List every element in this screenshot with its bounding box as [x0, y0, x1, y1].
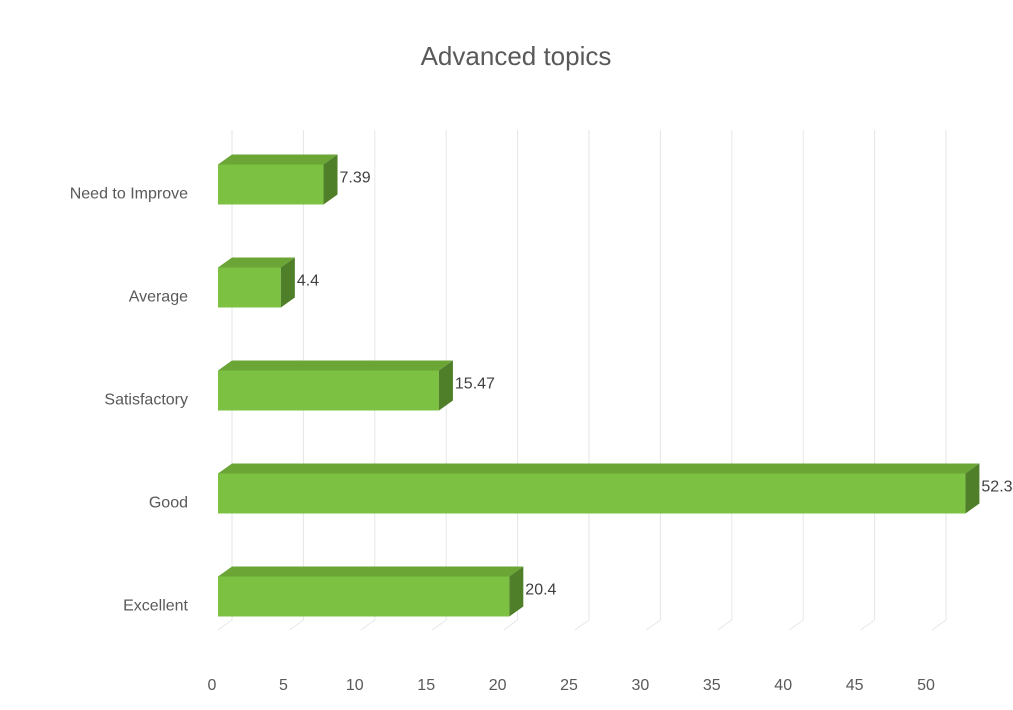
- grid-floor: [931, 619, 947, 631]
- y-tick-label: Satisfactory: [104, 392, 188, 409]
- grid-floor: [860, 619, 875, 631]
- bar: [218, 370, 439, 411]
- x-tick-label: 0: [208, 677, 217, 694]
- bar: [218, 576, 510, 617]
- bar-side: [509, 566, 524, 617]
- grid-floor: [503, 619, 518, 631]
- value-label: 52.34: [981, 479, 1013, 496]
- y-tick-label: Good: [149, 495, 188, 512]
- x-tick-label: 30: [632, 677, 650, 694]
- bar-side: [323, 154, 338, 205]
- bar-side: [438, 360, 453, 411]
- x-tick-label: 10: [346, 677, 364, 694]
- x-tick-label: 50: [917, 677, 935, 694]
- grid-floor: [717, 619, 733, 631]
- bar-top: [218, 360, 453, 371]
- x-tick-label: 15: [417, 677, 435, 694]
- grid-floor: [360, 619, 376, 631]
- chart-title: Advanced topics: [421, 41, 612, 71]
- bar-top: [218, 463, 980, 474]
- grid-floor: [646, 619, 661, 631]
- bar-top: [218, 566, 524, 577]
- bar-side: [280, 257, 295, 308]
- grid-floor: [431, 619, 447, 631]
- bar-side: [965, 463, 980, 514]
- value-label: 20.4: [525, 582, 556, 599]
- bar: [218, 267, 281, 308]
- x-tick-label: 25: [560, 677, 578, 694]
- x-tick-label: 35: [703, 677, 721, 694]
- bar: [218, 164, 324, 205]
- x-tick-label: 45: [846, 677, 864, 694]
- y-tick-label: Need to Improve: [70, 186, 188, 203]
- x-tick-label: 40: [774, 677, 792, 694]
- value-label: 15.47: [455, 376, 495, 393]
- y-tick-label: Excellent: [123, 598, 188, 615]
- value-label: 7.39: [340, 170, 371, 187]
- x-tick-label: 20: [489, 677, 507, 694]
- grid-floor: [217, 619, 233, 631]
- grid-floor: [788, 619, 804, 631]
- bar-top: [218, 257, 295, 268]
- grid-floor: [289, 619, 304, 631]
- x-tick-label: 5: [279, 677, 288, 694]
- value-label: 4.4: [297, 273, 319, 290]
- y-tick-label: Average: [129, 289, 188, 306]
- bar-top: [218, 154, 338, 165]
- bar: [218, 473, 966, 514]
- grid-floor: [574, 619, 590, 631]
